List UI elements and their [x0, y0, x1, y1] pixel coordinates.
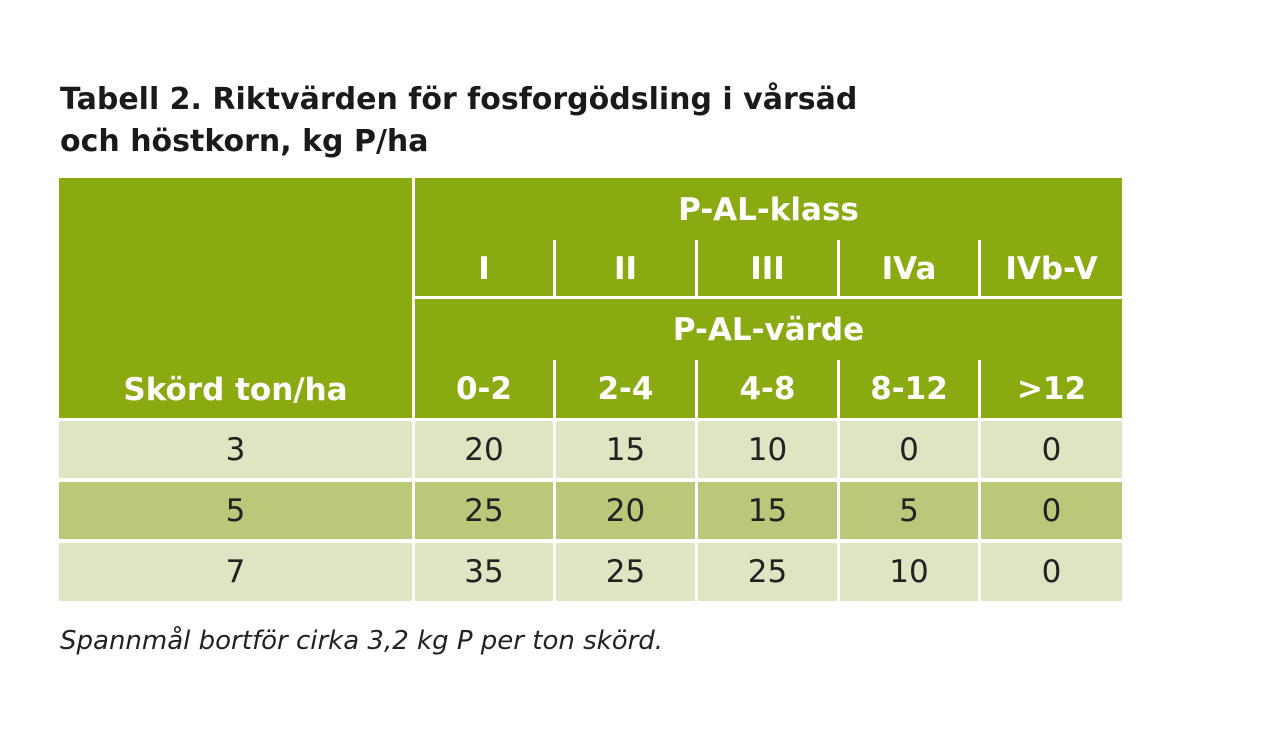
- row-header: Skörd ton/ha: [123, 372, 348, 408]
- separator: [837, 240, 840, 296]
- group-header: P-AL-klass: [678, 192, 859, 228]
- table-cell: 25: [415, 482, 553, 539]
- range-header: 2-4: [597, 371, 654, 407]
- footnote: Spannmål bortför cirka 3,2 kg P per ton …: [60, 626, 664, 656]
- class-header: IVb-V: [1005, 251, 1098, 287]
- range-header: 0-2: [455, 371, 512, 407]
- range-header: >12: [1016, 371, 1087, 407]
- group-header: P-AL-värde: [672, 312, 865, 348]
- table-cell: 20: [556, 482, 695, 539]
- table-cell: 0: [840, 421, 978, 478]
- table-cell: 10: [698, 421, 837, 478]
- table-cell: 0: [981, 482, 1122, 539]
- separator: [553, 360, 556, 418]
- range-header: 8-12: [870, 371, 948, 407]
- table-cell: 0: [981, 543, 1122, 601]
- range-header: 4-8: [739, 371, 796, 407]
- table-cell: 3: [59, 421, 412, 478]
- table-cell: 15: [698, 482, 837, 539]
- separator: [837, 360, 840, 418]
- table-cell: 0: [981, 421, 1122, 478]
- separator: [412, 178, 415, 418]
- class-header: I: [478, 251, 490, 287]
- table-cell: 35: [415, 543, 553, 601]
- separator: [553, 240, 556, 296]
- title-line: Tabell 2. Riktvärden för fosforgödsling …: [60, 82, 858, 117]
- table-cell: 15: [556, 421, 695, 478]
- table-cell: 25: [556, 543, 695, 601]
- table-cell: 10: [840, 543, 978, 601]
- table-cell: 5: [840, 482, 978, 539]
- separator: [978, 240, 981, 296]
- separator: [695, 240, 698, 296]
- table-cell: 7: [59, 543, 412, 601]
- class-header: II: [613, 251, 638, 287]
- separator: [978, 360, 981, 418]
- table-cell: 20: [415, 421, 553, 478]
- separator: [695, 360, 698, 418]
- table-cell: 5: [59, 482, 412, 539]
- separator: [415, 296, 1122, 299]
- class-header: IVa: [881, 251, 937, 287]
- table-cell: 25: [698, 543, 837, 601]
- class-header: III: [750, 251, 785, 287]
- title-line: och höstkorn, kg P/ha: [60, 124, 429, 159]
